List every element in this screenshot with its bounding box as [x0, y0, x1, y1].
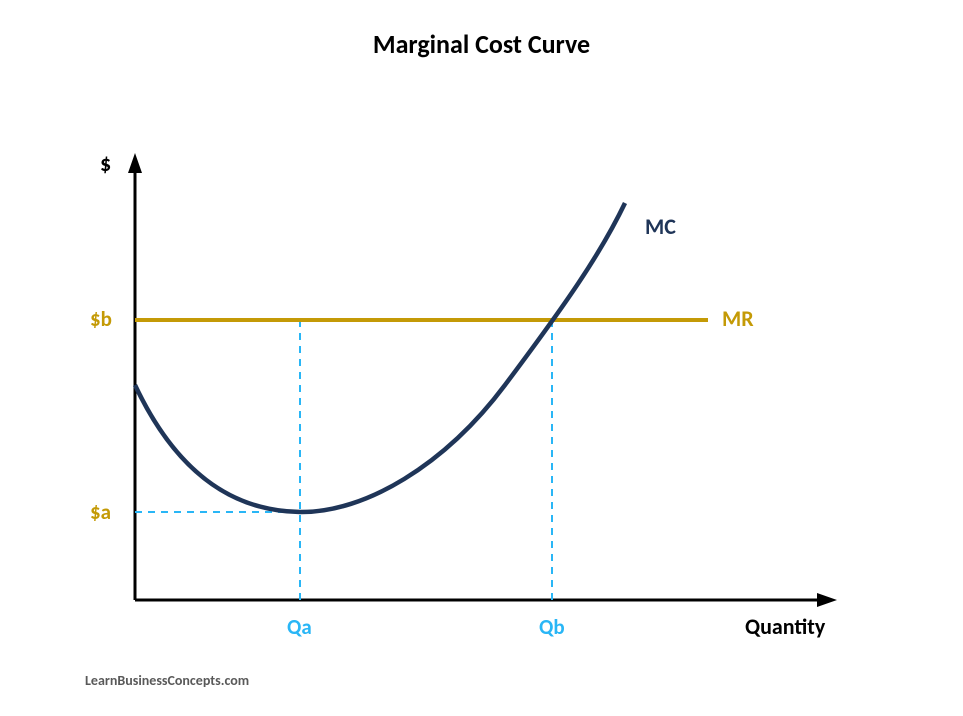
- x-axis-label: Quantity: [745, 613, 825, 640]
- y-tick-b: $b: [90, 306, 112, 332]
- mr-label: MR: [722, 305, 754, 332]
- chart-container: Marginal Cost Curve $ Quantity MC MR $b …: [0, 0, 963, 716]
- mc-label: MC: [645, 213, 676, 240]
- y-tick-a: $a: [90, 499, 111, 525]
- footer-attribution: LearnBusinessConcepts.com: [85, 672, 249, 689]
- x-tick-qb: Qb: [539, 614, 565, 640]
- chart-svg: [0, 0, 963, 716]
- y-axis-label: $: [100, 150, 111, 177]
- y-axis-arrow: [128, 153, 142, 173]
- x-tick-qa: Qa: [287, 614, 312, 640]
- x-axis-arrow: [817, 593, 837, 607]
